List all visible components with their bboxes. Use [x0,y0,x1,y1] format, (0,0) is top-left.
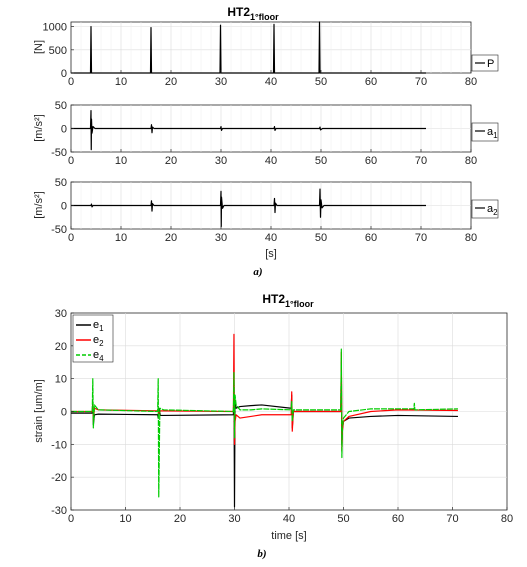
series-line-e4 [71,348,458,498]
x-tick-label-force: 70 [415,76,427,88]
legend-force: P [471,54,499,72]
x-tick-label-force: 80 [465,76,477,88]
legend-strain: e1 e2 e4 [72,314,114,363]
x-tick-label-acceleration-1: 0 [68,155,74,167]
x-tick-label-force: 10 [115,76,127,88]
y-tick-label-force: 1000 [43,22,67,34]
x-tick-label-acceleration-2: 10 [115,232,127,244]
y-tick-label-acceleration-1: 0 [61,124,67,136]
ylabel-strain: strain [um/m] [33,379,45,443]
legend-label-p: P [487,58,494,70]
x-tick-label-strain: 50 [337,513,349,525]
x-tick-label-acceleration-1: 10 [115,155,127,167]
caption-b: b) [257,548,266,560]
y-tick-label-force: 500 [49,45,67,57]
y-tick-label-acceleration-2: 0 [61,201,67,213]
y-tick-label-strain: 20 [55,341,67,353]
figure-b-title-sub: 1°floor [285,299,314,309]
figure-b-title: HT21°floor [262,292,314,309]
x-tick-label-acceleration-1: 50 [315,155,327,167]
x-tick-label-acceleration-1: 60 [365,155,377,167]
xlabel-acceleration-2: [s] [265,248,277,260]
x-tick-label-strain: 70 [446,513,458,525]
legend-box-strain [72,314,114,363]
legend-label-e1: e1 [93,319,104,333]
series-line-a2 [71,188,426,228]
x-tick-label-strain: 60 [392,513,404,525]
y-tick-label-acceleration-2: -50 [51,224,67,236]
panel-strain: 0 10 20 30 40 50 60 70 80 -30 -20 -10 0 10 20 30 strai… [33,308,513,542]
x-tick-label-strain: 40 [283,513,295,525]
x-tick-label-acceleration-1: 70 [415,155,427,167]
y-tick-label-strain: 30 [55,308,67,320]
y-tick-label-strain: -30 [51,505,67,517]
caption-a: a) [253,266,262,278]
x-tick-label-strain: 0 [68,513,74,525]
xlabel-strain: time [s] [271,530,306,542]
ylabel-acceleration-1: [m/s²] [33,114,45,142]
y-tick-label-acceleration-1: -50 [51,147,67,159]
y-tick-label-acceleration-1: 50 [55,100,67,112]
x-tick-label-strain: 30 [228,513,240,525]
x-tick-label-acceleration-1: 30 [215,155,227,167]
x-tick-label-acceleration-2: 20 [165,232,177,244]
figure-a-title-main: HT2 [227,5,250,19]
legend-acceleration-1: a1 [471,122,499,142]
x-tick-label-force: 50 [315,76,327,88]
x-tick-label-force: 40 [265,76,277,88]
ylabel-acceleration-2: [m/s²] [33,191,45,219]
series-line-a1 [71,110,426,151]
x-tick-label-force: 20 [165,76,177,88]
legend-box-acceleration-1 [471,122,499,142]
legend-label-a1: a1 [487,126,498,140]
x-tick-label-acceleration-2: 60 [365,232,377,244]
legend-label-a2: a2 [487,203,498,217]
x-tick-label-acceleration-2: 80 [465,232,477,244]
legend-box-acceleration-2 [471,199,499,219]
x-tick-label-acceleration-1: 80 [465,155,477,167]
series-line-P [71,21,426,74]
x-tick-label-force: 60 [365,76,377,88]
x-tick-label-acceleration-2: 70 [415,232,427,244]
legend-acceleration-2: a2 [471,199,499,219]
panel-force: 0 10 20 30 40 50 60 70 80 0 500 1000 [N] P [33,21,499,88]
ylabel-force: [N] [33,40,45,54]
x-tick-label-strain: 20 [174,513,186,525]
x-tick-label-strain: 80 [501,513,513,525]
x-tick-label-acceleration-1: 20 [165,155,177,167]
figure-a-title: HT21°floor [227,5,279,22]
y-tick-label-strain: -20 [51,472,67,484]
x-tick-label-acceleration-2: 0 [68,232,74,244]
x-tick-label-acceleration-1: 40 [265,155,277,167]
x-tick-label-acceleration-2: 30 [215,232,227,244]
x-tick-label-force: 30 [215,76,227,88]
y-tick-label-strain: 10 [55,374,67,386]
x-tick-label-strain: 10 [119,513,131,525]
x-tick-label-force: 0 [68,76,74,88]
y-tick-label-force: 0 [61,68,67,80]
x-tick-label-acceleration-2: 40 [265,232,277,244]
y-tick-label-strain: 0 [61,407,67,419]
legend-label-e4: e4 [93,349,104,363]
y-tick-label-acceleration-2: 50 [55,177,67,189]
figure-a-title-sub: 1°floor [250,12,279,22]
figure-b-title-main: HT2 [262,292,285,306]
x-tick-label-acceleration-2: 50 [315,232,327,244]
legend-label-e2: e2 [93,334,104,348]
y-tick-label-strain: -10 [51,439,67,451]
